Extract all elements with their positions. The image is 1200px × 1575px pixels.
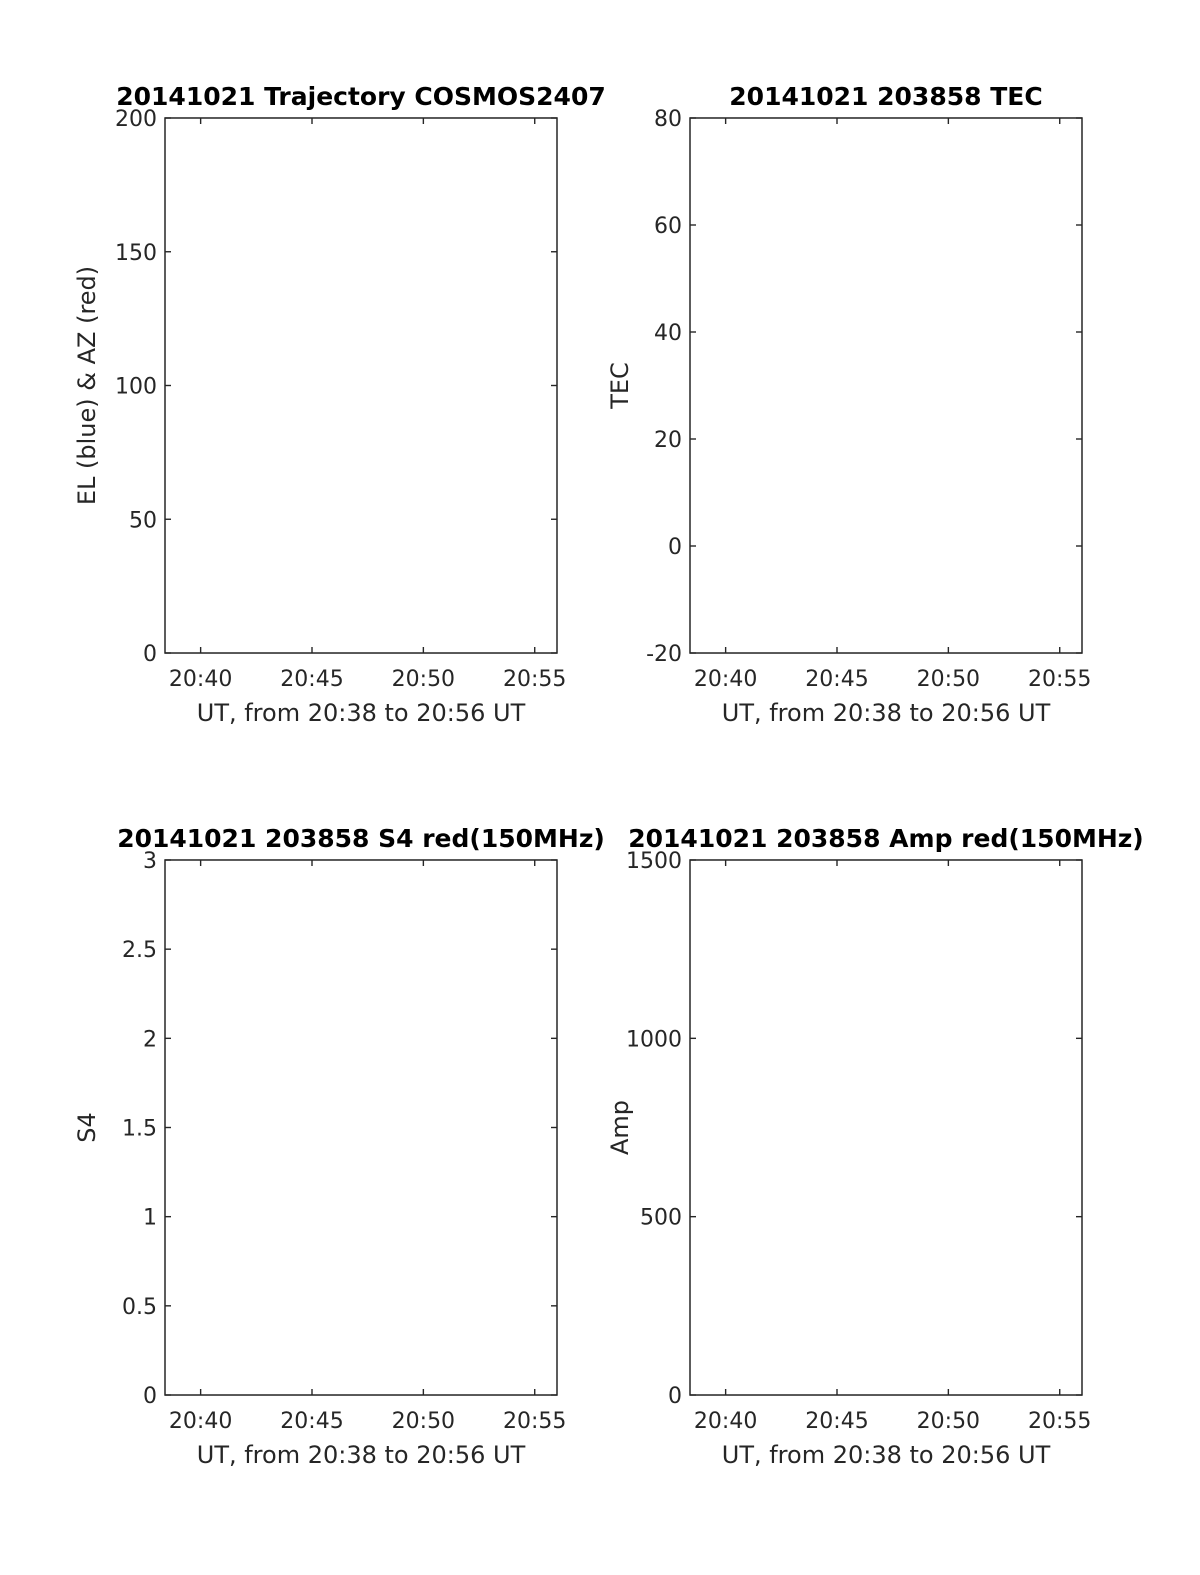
x-tick-label: 20:40 xyxy=(694,1409,757,1434)
x-tick-label: 20:55 xyxy=(1028,667,1091,692)
y-tick-label: 0 xyxy=(143,642,157,667)
chart-amp: 0 500 1000 1500 20:40 20:45 20:50 20:55 20141021… xyxy=(606,824,1144,1469)
x-tick-label: 20:45 xyxy=(805,667,868,692)
y-tick-label: 1 xyxy=(143,1206,157,1231)
x-tick-label: 20:45 xyxy=(280,667,343,692)
y-axis-label: S4 xyxy=(73,1112,101,1143)
x-axis-label: UT, from 20:38 to 20:56 UT xyxy=(722,1441,1051,1469)
x-tick-label: 20:50 xyxy=(917,1409,980,1434)
axes-box xyxy=(164,117,558,654)
x-tick-label: 20:55 xyxy=(503,1409,566,1434)
x-axis-label: UT, from 20:38 to 20:56 UT xyxy=(722,699,1051,727)
y-tick-label: 2.5 xyxy=(122,938,157,963)
axes-box xyxy=(689,117,1083,654)
chart-title: 20141021 203858 Amp red(150MHz) xyxy=(628,824,1144,853)
x-tick-label: 20:40 xyxy=(169,667,232,692)
chart-title: 20141021 Trajectory COSMOS2407 xyxy=(116,82,606,111)
x-tick-label: 20:40 xyxy=(169,1409,232,1434)
y-tick-label: 1500 xyxy=(626,849,682,874)
x-tick-label: 20:45 xyxy=(805,1409,868,1434)
y-axis-label: TEC xyxy=(606,362,634,410)
y-tick-label: 100 xyxy=(115,375,157,400)
x-tick-label: 20:40 xyxy=(694,667,757,692)
y-tick-label: 0 xyxy=(143,1384,157,1409)
axes-box xyxy=(689,859,1083,1396)
chart-s4: 0 0.5 1 1.5 2 2.5 3 20:40 20:45 20:50 20:55 2014102… xyxy=(73,824,605,1469)
y-tick-label: 20 xyxy=(654,428,682,453)
axes-box xyxy=(164,859,558,1396)
x-axis-label: UT, from 20:38 to 20:56 UT xyxy=(197,1441,526,1469)
x-axis-label: UT, from 20:38 to 20:56 UT xyxy=(197,699,526,727)
x-tick-label: 20:50 xyxy=(392,667,455,692)
chart-title: 20141021 203858 S4 red(150MHz) xyxy=(117,824,605,853)
x-tick-label: 20:45 xyxy=(280,1409,343,1434)
y-tick-label: 0.5 xyxy=(122,1295,157,1320)
y-tick-label: 150 xyxy=(115,241,157,266)
x-tick-label: 20:50 xyxy=(917,667,980,692)
y-tick-label: 60 xyxy=(654,214,682,239)
y-tick-label: 0 xyxy=(668,1384,682,1409)
y-tick-label: 80 xyxy=(654,107,682,132)
y-tick-label: 3 xyxy=(143,849,157,874)
y-tick-label: 0 xyxy=(668,535,682,560)
y-axis-label: EL (blue) & AZ (red) xyxy=(73,266,101,505)
y-tick-label: 40 xyxy=(654,321,682,346)
y-axis-label: Amp xyxy=(606,1100,634,1155)
y-tick-label: 2 xyxy=(143,1027,157,1052)
chart-trajectory: 0 50 100 150 200 20:40 20:45 20:50 20:55 20141021… xyxy=(73,82,606,727)
y-tick-label: 500 xyxy=(640,1206,682,1231)
y-tick-label: 1000 xyxy=(626,1027,682,1052)
chart-tec: -20 0 20 40 60 80 20:40 20:45 20:50 20:55 20141021… xyxy=(606,82,1091,727)
y-tick-label: 200 xyxy=(115,107,157,132)
chart-title: 20141021 203858 TEC xyxy=(729,82,1042,111)
y-tick-label: 1.5 xyxy=(122,1117,157,1142)
y-tick-label: -20 xyxy=(646,642,682,667)
x-tick-label: 20:50 xyxy=(392,1409,455,1434)
x-tick-label: 20:55 xyxy=(1028,1409,1091,1434)
x-tick-label: 20:55 xyxy=(503,667,566,692)
y-tick-label: 50 xyxy=(129,508,157,533)
